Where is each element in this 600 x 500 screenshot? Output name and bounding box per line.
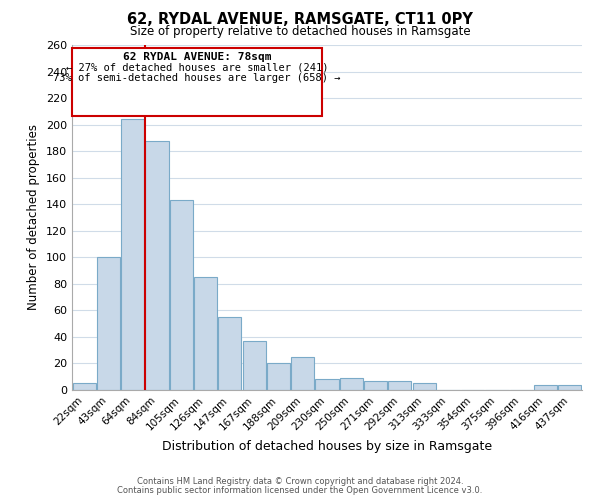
X-axis label: Distribution of detached houses by size in Ramsgate: Distribution of detached houses by size … [162,440,492,453]
Text: Contains HM Land Registry data © Crown copyright and database right 2024.: Contains HM Land Registry data © Crown c… [137,477,463,486]
Bar [267,364,290,390]
FancyBboxPatch shape [72,48,322,116]
Bar [121,120,144,390]
Y-axis label: Number of detached properties: Number of detached properties [28,124,40,310]
Bar [291,357,314,390]
Bar [170,200,193,390]
Bar [242,341,266,390]
Text: 62 RYDAL AVENUE: 78sqm: 62 RYDAL AVENUE: 78sqm [122,52,271,62]
Text: 62, RYDAL AVENUE, RAMSGATE, CT11 0PY: 62, RYDAL AVENUE, RAMSGATE, CT11 0PY [127,12,473,28]
Bar [340,378,363,390]
Bar [388,380,412,390]
Bar [534,384,557,390]
Bar [218,317,241,390]
Bar [559,384,581,390]
Bar [194,277,217,390]
Bar [145,140,169,390]
Bar [364,380,387,390]
Text: Size of property relative to detached houses in Ramsgate: Size of property relative to detached ho… [130,25,470,38]
Text: 73% of semi-detached houses are larger (658) →: 73% of semi-detached houses are larger (… [53,72,341,83]
Bar [316,380,338,390]
Bar [97,258,120,390]
Text: Contains public sector information licensed under the Open Government Licence v3: Contains public sector information licen… [118,486,482,495]
Bar [413,384,436,390]
Bar [73,384,95,390]
Text: ← 27% of detached houses are smaller (241): ← 27% of detached houses are smaller (24… [65,62,328,72]
